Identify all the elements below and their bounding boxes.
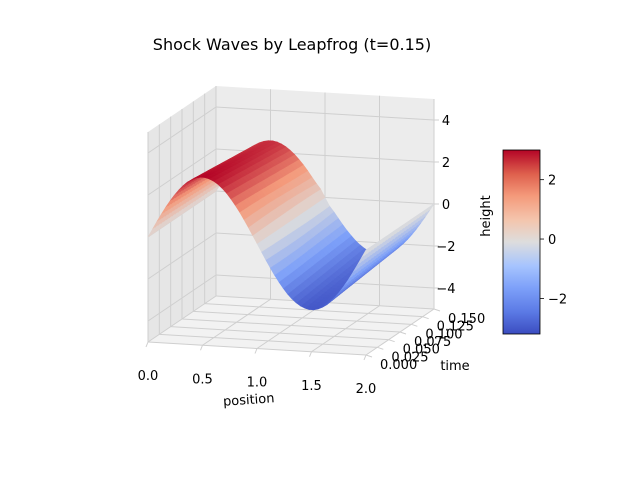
z-tick-label: 2 [442,156,450,171]
x-tick-mark [309,351,312,357]
colorbar-tick-label: −2 [548,292,567,307]
y-tick-mark [388,339,395,343]
colorbar-gradient [502,149,541,335]
y-tick-mark [365,354,373,358]
grid-line [170,326,389,341]
x-tick-label: 0.0 [138,369,159,384]
y-tick-mark [422,316,429,320]
x-tick-mark [363,354,367,361]
z-tick-label: 4 [442,114,450,129]
grid-line [193,310,412,325]
y-tick-label: 0.050 [403,343,440,358]
grid-line [204,303,423,318]
y-tick-label: 0.075 [414,335,451,350]
x-axis-label: position [223,391,275,410]
y-tick-mark [433,308,441,312]
x-tick-label: 1.0 [247,376,268,391]
grid-line [147,106,217,154]
grid-line [215,106,435,121]
grid-line [147,274,217,322]
grid-line [181,318,401,333]
z-tick-label: −2 [436,240,455,255]
y-tick-label: 0.125 [437,320,474,335]
x-tick-label: 2.0 [356,382,377,397]
y-tick-label: 0.150 [448,312,485,327]
z-axis-label: height [479,195,494,236]
y-tick-label: 0.100 [425,327,462,342]
y-tick-label: 0.000 [380,358,417,373]
colorbar-ticks: −2 0 2 [540,174,567,307]
axes-3d: 0.0 0.5 1.0 1.5 2.00.0000.0250.0500.0750.100… [138,86,486,397]
colorbar-tick-label: 0 [548,233,556,248]
grid-line [147,148,217,196]
x-tick-mark [200,345,203,351]
y-tick-mark [411,323,418,327]
y-tick-mark [399,331,407,335]
y-tick-label: 0.025 [391,350,428,365]
x-tick-mark [145,341,149,348]
grid-line [159,333,378,348]
x-tick-mark [254,348,258,354]
y-tick-mark [377,346,384,350]
z-tick-label: −4 [436,282,455,297]
surface-plot [147,140,435,311]
colorbar: −2 0 2 [502,149,567,335]
x-tick-label: 0.5 [192,372,213,387]
chart-title: Shock Waves by Leapfrog (t=0.15) [153,35,431,54]
x-tick-label: 1.5 [301,379,322,394]
axis-ticks: 0.0 0.5 1.0 1.5 2.00.0000.0250.0500.0750.100… [138,114,486,397]
y-axis-label: time [440,359,469,374]
colorbar-tick-label: 2 [548,174,556,189]
surface-facet [147,227,156,238]
grid-line [147,232,217,280]
z-tick-label: 0 [442,198,450,213]
